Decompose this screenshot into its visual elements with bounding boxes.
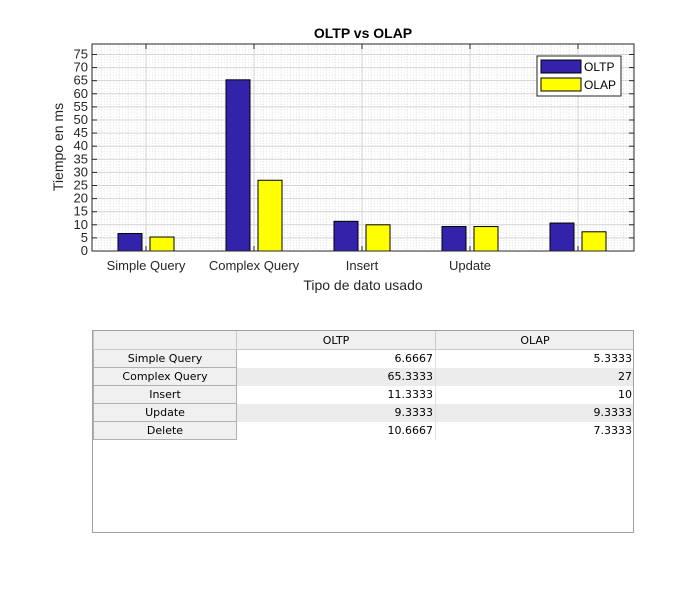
y-tick-label: 65 <box>74 73 88 88</box>
table-corner-cell <box>93 331 237 350</box>
cell-olap[interactable]: 27 <box>435 367 633 386</box>
y-tick-label: 30 <box>74 164 88 179</box>
row-header[interactable]: Simple Query <box>93 349 237 368</box>
row-header[interactable]: Insert <box>93 385 237 404</box>
bar-olap <box>257 179 283 252</box>
legend-label-oltp: OLTP <box>584 60 614 74</box>
legend: OLTP OLAP <box>536 55 622 97</box>
y-tick-label: 5 <box>81 230 88 245</box>
bar-oltp <box>225 79 251 252</box>
cell-oltp[interactable]: 9.3333 <box>236 403 436 422</box>
uitable: OLTP OLAP Simple Query 6.6667 5.3333 Com… <box>93 331 633 440</box>
legend-swatch-olap <box>540 77 582 92</box>
row-header[interactable]: Delete <box>93 421 237 440</box>
cell-oltp[interactable]: 65.3333 <box>236 367 436 386</box>
table-row: Complex Query 65.3333 27 <box>93 367 633 386</box>
cell-oltp[interactable]: 11.3333 <box>236 385 436 404</box>
bar-olap <box>365 224 391 252</box>
row-header[interactable]: Complex Query <box>93 367 237 386</box>
table-row: Simple Query 6.6667 5.3333 <box>93 349 633 368</box>
y-tick-label: 60 <box>74 86 88 101</box>
table-row: Insert 11.3333 10 <box>93 385 633 404</box>
cell-oltp[interactable]: 6.6667 <box>236 349 436 368</box>
plot-border <box>91 43 635 252</box>
x-tick-label: Update <box>449 258 491 273</box>
y-tick-label: 70 <box>74 60 88 75</box>
x-tick-label: Simple Query <box>107 258 186 273</box>
table-header-row: OLTP OLAP <box>93 331 633 350</box>
table-row: Delete 10.6667 7.3333 <box>93 421 633 440</box>
legend-swatch-oltp <box>540 59 582 74</box>
bar-olap <box>581 231 607 252</box>
column-header-oltp[interactable]: OLTP <box>236 331 436 350</box>
x-tick-label: Complex Query <box>209 258 300 273</box>
cell-oltp[interactable]: 10.6667 <box>236 421 436 440</box>
y-tick-label: 10 <box>74 217 88 232</box>
x-axis-label: Tipo de dato usado <box>303 277 423 293</box>
y-axis-label: Tiempo en ms <box>50 103 66 191</box>
bar-oltp <box>333 220 359 252</box>
y-tick-label: 15 <box>74 204 88 219</box>
cell-olap[interactable]: 9.3333 <box>435 403 633 422</box>
bar-olap <box>149 236 175 252</box>
y-tick-label: 40 <box>74 138 88 153</box>
y-tick-label: 55 <box>74 99 88 114</box>
bar-olap <box>473 226 499 252</box>
grid <box>91 43 634 252</box>
bar-oltp <box>441 226 467 252</box>
column-header-olap[interactable]: OLAP <box>435 331 633 350</box>
y-tick-label: 50 <box>74 112 88 127</box>
bar-oltp <box>117 233 143 252</box>
x-axis-ticks: Simple Query Complex Query Insert Update <box>107 44 579 273</box>
cell-olap[interactable]: 5.3333 <box>435 349 633 368</box>
bar-oltp <box>549 222 575 252</box>
cell-olap[interactable]: 7.3333 <box>435 421 633 440</box>
y-tick-label: 35 <box>74 151 88 166</box>
legend-label-olap: OLAP <box>584 78 616 92</box>
y-tick-label: 25 <box>74 177 88 192</box>
y-tick-label: 0 <box>81 243 88 258</box>
row-header[interactable]: Update <box>93 403 237 422</box>
bars <box>117 79 607 252</box>
y-tick-label: 75 <box>74 46 88 61</box>
y-tick-label: 20 <box>74 191 88 206</box>
x-tick-label: Insert <box>346 258 379 273</box>
cell-olap[interactable]: 10 <box>435 385 633 404</box>
y-tick-label: 45 <box>74 125 88 140</box>
data-table[interactable]: OLTP OLAP Simple Query 6.6667 5.3333 Com… <box>92 330 634 533</box>
table-row: Update 9.3333 9.3333 <box>93 403 633 422</box>
chart-title: OLTP vs OLAP <box>314 25 412 41</box>
